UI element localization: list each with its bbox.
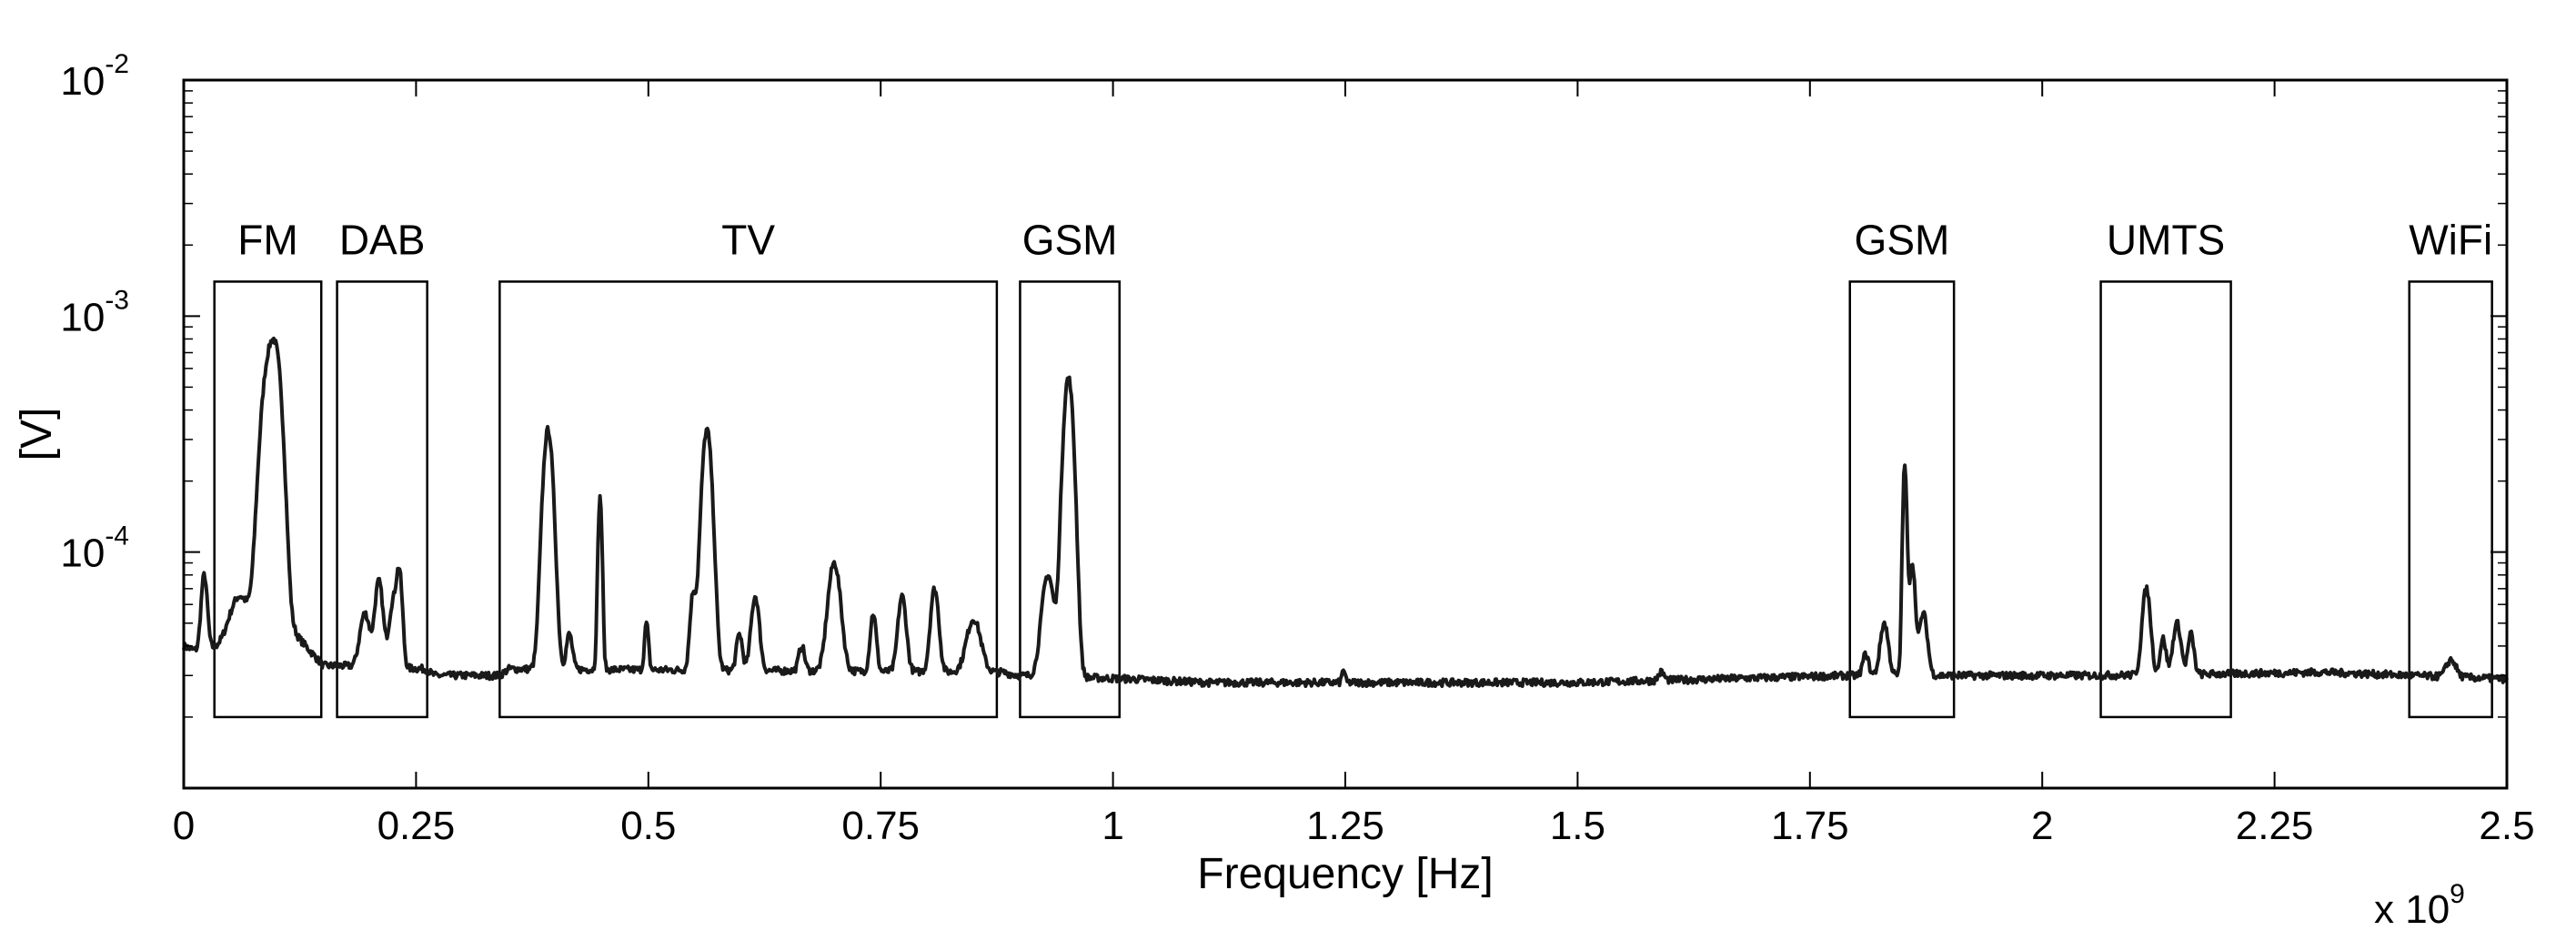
plot-area-frame: [182, 78, 2509, 790]
band-box: [213, 280, 323, 719]
x-tick-label: 0.75: [841, 804, 920, 848]
spectrum-series: [182, 336, 2509, 688]
x-tick-label: 1: [1102, 804, 1123, 848]
band-box: [498, 280, 999, 719]
x-tick-label: 0.5: [620, 804, 676, 848]
y-tick-label: 10-3: [60, 285, 129, 339]
x-tick-label: 0.25: [377, 804, 456, 848]
band-box: [2099, 280, 2232, 719]
x-axis-multiplier: x 109: [2374, 879, 2465, 932]
x-tick-label: 1.5: [1550, 804, 1605, 848]
band-label: DAB: [339, 216, 426, 263]
band-box: [1019, 280, 1122, 719]
band-label: FM: [237, 216, 297, 263]
y-axis-label: [V]: [13, 408, 61, 461]
x-tick-label: 2.5: [2479, 804, 2534, 848]
y-tick-label: 10-4: [60, 521, 129, 576]
y-tick-label: 10-2: [60, 49, 129, 104]
band-box: [1848, 280, 1956, 719]
band-label: TV: [721, 216, 775, 263]
axis-ticks: 0 0.25 0.5 0.75 1 1.25 1.5 1.75 2 2.25 2.5 10-4 10-3…: [60, 49, 2534, 848]
band-label: GSM: [1855, 216, 1950, 263]
band-label: UMTS: [2107, 216, 2225, 263]
band-box: [336, 280, 428, 719]
x-tick-label: 1.25: [1306, 804, 1384, 848]
x-tick-label: 0: [173, 804, 195, 848]
spectrum-line: [182, 336, 2509, 688]
x-tick-label: 2: [2031, 804, 2053, 848]
band-label: GSM: [1022, 216, 1118, 263]
band-box: [2408, 280, 2493, 719]
x-tick-label: 1.75: [1771, 804, 1849, 848]
x-tick-label: 2.25: [2236, 804, 2314, 848]
x-axis-label: Frequency [Hz]: [1197, 850, 1493, 898]
band-annotations: FM DAB TV GSM GSM UMTS WiFi: [213, 216, 2493, 719]
band-label: WiFi: [2409, 216, 2492, 263]
